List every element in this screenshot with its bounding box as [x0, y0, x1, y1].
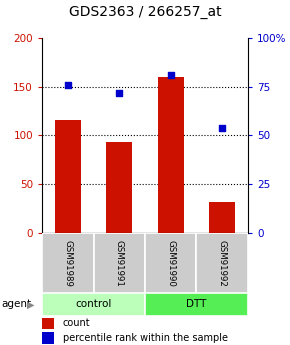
Bar — [145, 233, 197, 293]
Bar — [42, 318, 55, 329]
Point — [168, 72, 173, 78]
Text: GSM91989: GSM91989 — [63, 240, 72, 286]
Bar — [42, 332, 55, 344]
Bar — [42, 293, 145, 316]
Bar — [197, 233, 248, 293]
Bar — [55, 120, 81, 233]
Bar — [42, 233, 93, 293]
Point — [66, 82, 70, 88]
Bar — [93, 233, 145, 293]
Text: control: control — [75, 299, 112, 309]
Point — [220, 125, 224, 130]
Text: percentile rank within the sample: percentile rank within the sample — [63, 333, 228, 343]
Text: count: count — [63, 318, 90, 328]
Bar — [209, 202, 235, 233]
Bar — [158, 77, 184, 233]
Text: GSM91991: GSM91991 — [115, 240, 124, 286]
Bar — [106, 142, 132, 233]
Text: DTT: DTT — [186, 299, 207, 309]
Text: ▶: ▶ — [27, 299, 34, 309]
Point — [117, 90, 122, 95]
Text: GSM91990: GSM91990 — [166, 240, 175, 286]
Text: agent: agent — [1, 299, 32, 309]
Text: GDS2363 / 266257_at: GDS2363 / 266257_at — [69, 5, 221, 19]
Text: GSM91992: GSM91992 — [218, 240, 227, 286]
Bar — [145, 293, 248, 316]
